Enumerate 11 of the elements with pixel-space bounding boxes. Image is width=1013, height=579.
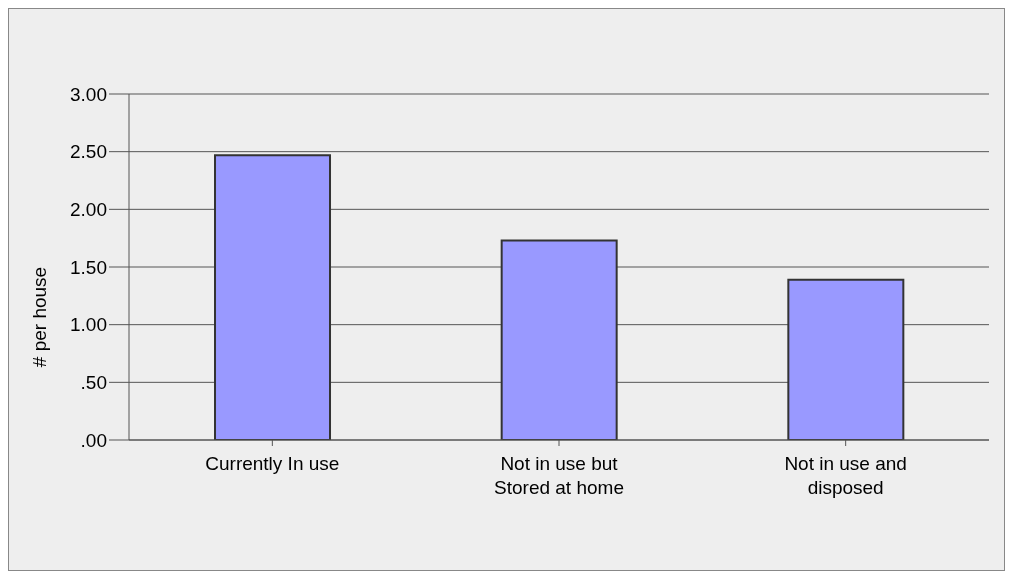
- y-axis-title: # per house: [28, 266, 50, 368]
- x-tick-label: Not in use and disposed: [784, 453, 907, 498]
- y-tick-label: .50: [80, 372, 108, 394]
- y-tick-label: 3.00: [70, 83, 108, 105]
- y-tick-label: 2.50: [70, 141, 108, 163]
- x-tick-label: Not in use but Stored at home: [494, 453, 624, 498]
- y-tick-label: 1.00: [70, 314, 108, 336]
- y-tick-label: .00: [80, 429, 108, 451]
- y-tick-label: 1.50: [70, 256, 108, 278]
- y-tick-label: 2.00: [70, 199, 108, 221]
- x-tick-label: Currently In use: [205, 453, 340, 474]
